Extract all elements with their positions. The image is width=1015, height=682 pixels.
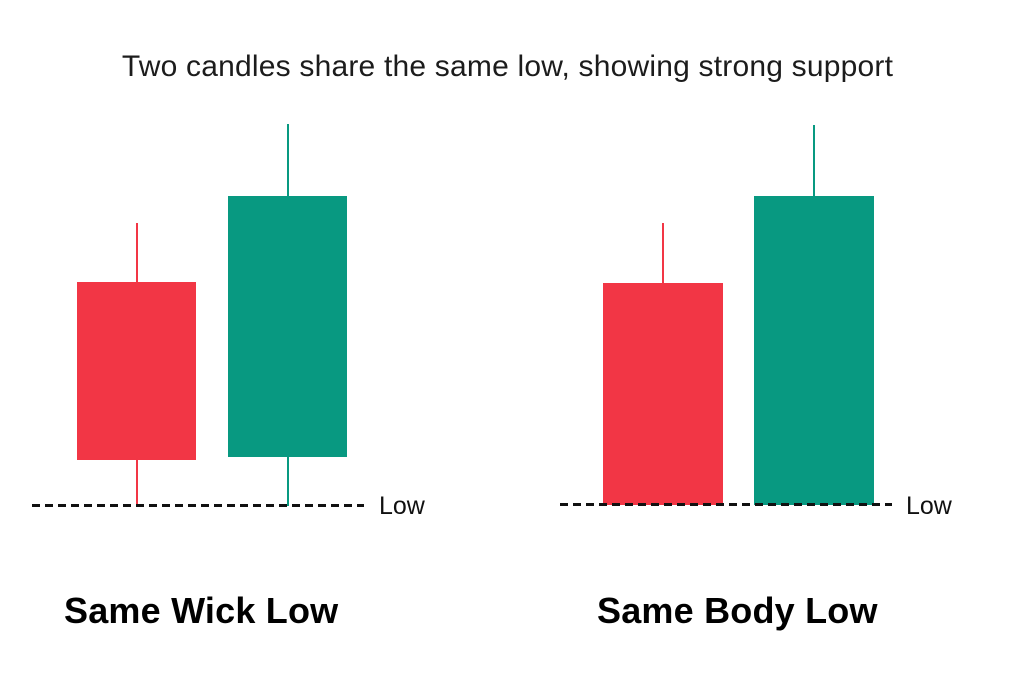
bearish-candle-body	[77, 282, 196, 460]
bullish-candle-body	[228, 196, 347, 457]
caption-same-body-low: Same Body Low	[597, 590, 878, 631]
bearish-candle-lower-wick	[135, 460, 138, 506]
support-dashed-line	[32, 504, 364, 507]
diagram-title: Two candles share the same low, showing …	[121, 50, 894, 83]
support-dashed-line	[560, 503, 892, 506]
low-label-left: Low	[379, 492, 425, 520]
low-label-right: Low	[906, 492, 952, 520]
caption-same-wick-low: Same Wick Low	[64, 590, 339, 631]
bullish-candle-body	[754, 196, 874, 505]
bullish-candle-upper-wick	[813, 125, 815, 196]
bearish-candle-upper-wick	[662, 223, 664, 283]
bullish-candle-upper-wick	[286, 124, 289, 196]
bullish-candle-lower-wick	[286, 457, 289, 506]
bearish-candle-upper-wick	[135, 223, 138, 282]
bearish-candle-body	[603, 283, 723, 505]
